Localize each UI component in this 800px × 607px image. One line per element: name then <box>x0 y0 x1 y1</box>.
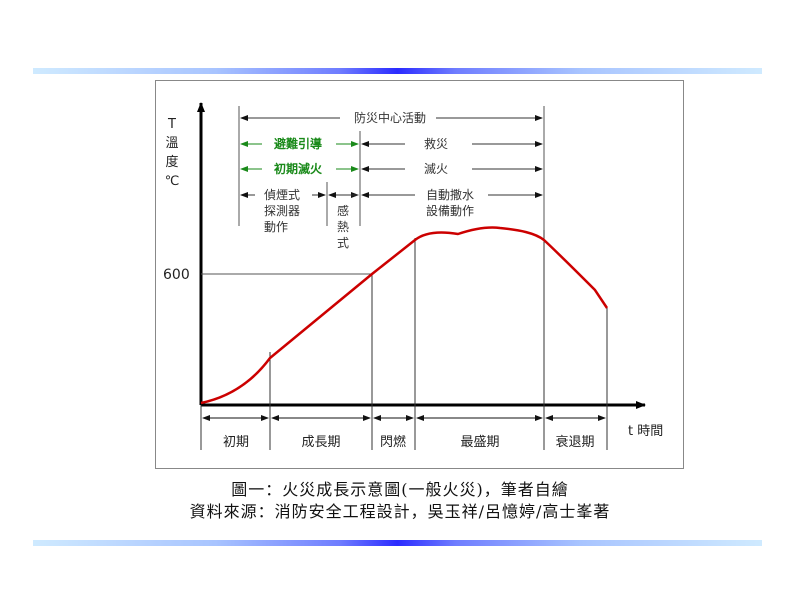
figure-caption: 圖一：火災成長示意圖(一般火災)，筆者自繪 <box>231 480 569 499</box>
bottom-gradient-bar <box>33 540 762 546</box>
tick-600-label: 600 <box>163 267 190 283</box>
label-smoke-detector-2: 探測器 <box>264 204 300 218</box>
y-axis-char-3: ℃ <box>165 174 180 189</box>
label-extinguish: 滅火 <box>424 162 448 176</box>
phase-label-initial: 初期 <box>223 435 249 450</box>
label-sprinkler-2: 設備動作 <box>426 203 474 218</box>
figure-source: 資料來源：消防安全工程設計，吳玉祥/呂憶婷/高士峯著 <box>189 502 611 521</box>
phase-label-fully-developed: 最盛期 <box>460 435 499 450</box>
label-smoke-detector-1: 偵煙式 <box>264 188 300 202</box>
label-control-center: 防災中心活動 <box>354 110 426 125</box>
label-sprinkler-1: 自動撒水 <box>426 187 474 202</box>
label-heat-2: 熱 <box>337 220 349 234</box>
y-axis-char-2: 度 <box>165 154 178 170</box>
phase-label-growth: 成長期 <box>301 435 340 450</box>
label-heat-3: 式 <box>337 236 349 250</box>
fire-growth-curve <box>200 226 609 405</box>
label-evacuation: 避難引導 <box>274 136 322 151</box>
label-heat-1: 感 <box>337 203 349 218</box>
y-axis-char-1: 溫 <box>165 136 178 151</box>
phase-label-flashover: 閃燃 <box>380 434 406 450</box>
x-axis-label: t 時間 <box>628 424 663 439</box>
top-gradient-bar <box>33 68 762 74</box>
y-axis-symbol: T <box>167 117 176 132</box>
phase-label-decay: 衰退期 <box>555 434 594 450</box>
label-initial-extinguish: 初期滅火 <box>274 161 323 176</box>
label-rescue: 救災 <box>424 136 448 151</box>
label-smoke-detector-3: 動作 <box>264 220 288 234</box>
